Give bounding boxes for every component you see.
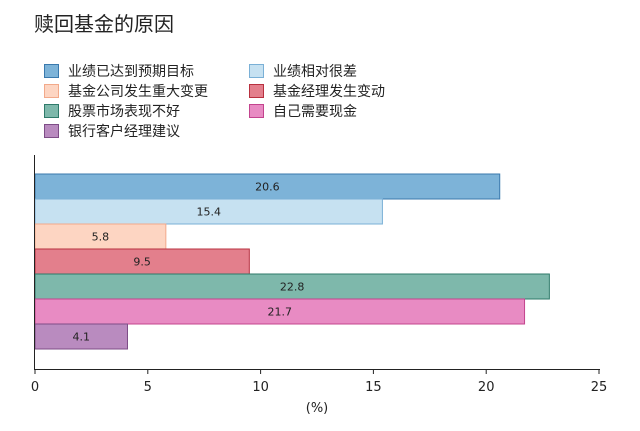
x-tick-label-3: 15 [365, 380, 382, 395]
x-tick-label-0: 0 [31, 380, 39, 395]
x-tick-label-5: 25 [591, 380, 608, 395]
bar-value-label-5: 21.7 [268, 306, 293, 319]
bars-group [34, 173, 550, 350]
bar-value-label-1: 15.4 [196, 206, 221, 219]
bar-labels-group: 20.6 15.4 5.8 9.5 22.8 21.7 4.1 [72, 181, 304, 344]
bar-3 [34, 248, 250, 275]
legend-swatch-5 [249, 104, 264, 118]
x-ticks-group: 0 5 10 15 20 25 [31, 369, 607, 395]
bar-value-label-2: 5.8 [92, 231, 110, 244]
legend-item-6: 银行客户经理建议 [44, 122, 180, 140]
legend-swatch-6 [44, 124, 59, 138]
bar-1 [34, 198, 383, 225]
legend-label-5: 自己需要现金 [273, 104, 357, 120]
bar-value-label-0: 20.6 [255, 181, 280, 194]
bar-5 [34, 298, 526, 325]
x-tick-label-4: 20 [478, 380, 495, 395]
chart-title: 赎回基金的原因 [34, 12, 174, 36]
legend-label-3: 基金经理发生变动 [273, 84, 385, 100]
legend-item-3: 基金经理发生变动 [249, 82, 385, 100]
legend-item-2: 基金公司发生重大变更 [44, 82, 208, 100]
legend-swatch-4 [44, 104, 59, 118]
legend-label-0: 业绩已达到预期目标 [68, 64, 194, 80]
legend-item-4: 股票市场表现不好 [44, 102, 180, 120]
legend: 业绩已达到预期目标 业绩相对很差基金公司发生重大变更 基金经理发生变动股票市场表现不… [44, 62, 464, 144]
x-axis-label: (%) [306, 401, 329, 416]
legend-label-6: 银行客户经理建议 [68, 124, 180, 140]
legend-item-0: 业绩已达到预期目标 [44, 62, 194, 80]
legend-item-5: 自己需要现金 [249, 102, 357, 120]
legend-swatch-0 [44, 64, 59, 78]
legend-label-4: 股票市场表现不好 [68, 104, 180, 120]
legend-swatch-2 [44, 84, 59, 98]
legend-label-1: 业绩相对很差 [273, 64, 357, 80]
legend-label-2: 基金公司发生重大变更 [68, 84, 208, 100]
bar-value-label-3: 9.5 [133, 256, 151, 269]
bar-value-label-4: 22.8 [280, 281, 305, 294]
bar-2 [34, 223, 167, 250]
x-tick-label-2: 10 [252, 380, 269, 395]
bar-value-label-6: 4.1 [72, 331, 90, 344]
legend-item-1: 业绩相对很差 [249, 62, 357, 80]
legend-swatch-3 [249, 84, 264, 98]
legend-swatch-1 [249, 64, 264, 78]
x-tick-label-1: 5 [144, 380, 152, 395]
